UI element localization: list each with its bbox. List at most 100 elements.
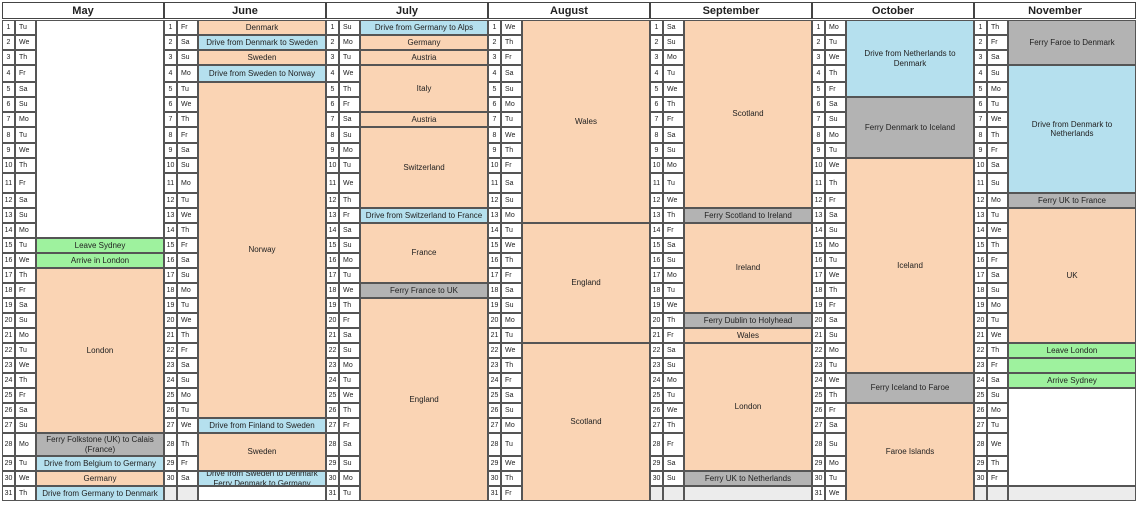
weekday: Mo: [987, 403, 1008, 418]
day-number: 12: [2, 193, 15, 208]
day-number: 2: [326, 35, 339, 50]
itinerary-label: Ferry UK to France: [1037, 195, 1106, 205]
day-number: 22: [488, 343, 501, 358]
day-number: 16: [812, 253, 825, 268]
day-number: 1: [650, 20, 663, 35]
weekday: We: [825, 268, 846, 283]
itinerary-entry: England: [360, 298, 488, 501]
weekday: Sa: [663, 343, 684, 358]
day-number: 1: [2, 20, 15, 35]
day-number: 26: [326, 403, 339, 418]
day-number: 25: [164, 388, 177, 403]
weekday: Tu: [825, 253, 846, 268]
weekday: We: [663, 403, 684, 418]
day-number: 17: [326, 268, 339, 283]
weekday: Th: [825, 173, 846, 193]
weekday: Su: [339, 456, 360, 471]
weekday: Su: [177, 268, 198, 283]
itinerary-entry: Drive from Germany to Alps: [360, 20, 488, 35]
weekday: Tu: [663, 283, 684, 298]
itinerary-entry: Faroe Islands: [846, 403, 974, 501]
weekday: Fr: [663, 223, 684, 238]
day-number: 11: [326, 173, 339, 193]
weekday: Th: [177, 112, 198, 127]
month-header: July: [326, 2, 488, 19]
day-number: 22: [164, 343, 177, 358]
day-number: 14: [974, 223, 987, 238]
day-number: 15: [326, 238, 339, 253]
itinerary-entry: Drive from Finland to Sweden: [198, 418, 326, 433]
day-number: 27: [974, 418, 987, 433]
weekday: [663, 486, 684, 501]
day-number: 6: [164, 97, 177, 112]
day-number: 5: [812, 82, 825, 97]
day-number: 26: [812, 403, 825, 418]
weekday: Fr: [177, 456, 198, 471]
weekday: Tu: [987, 418, 1008, 433]
month-header: August: [488, 2, 650, 19]
day-number: 25: [326, 388, 339, 403]
itinerary-entry: Denmark: [198, 20, 326, 35]
day-number: 4: [488, 65, 501, 82]
day-number: 19: [326, 298, 339, 313]
day-number: 25: [2, 388, 15, 403]
weekday: Th: [987, 343, 1008, 358]
day-number: 12: [164, 193, 177, 208]
weekday: We: [501, 238, 522, 253]
weekday: Su: [177, 373, 198, 388]
day-number: 7: [650, 112, 663, 127]
weekday: Tu: [825, 35, 846, 50]
day-number: [164, 486, 177, 501]
day-number: 14: [2, 223, 15, 238]
itinerary-entry: Sweden: [198, 50, 326, 65]
weekday: We: [501, 127, 522, 143]
day-number: 9: [974, 143, 987, 158]
weekday: Sa: [825, 97, 846, 112]
weekday: Su: [339, 127, 360, 143]
itinerary-entry: London: [36, 268, 164, 433]
weekday: Su: [339, 238, 360, 253]
day-number: 11: [2, 173, 15, 193]
weekday: Th: [339, 403, 360, 418]
weekday: Sa: [339, 223, 360, 238]
itinerary-entry: Drive from Netherlands to Denmark: [846, 20, 974, 97]
weekday: Th: [501, 35, 522, 50]
day-number: 28: [2, 433, 15, 456]
itinerary-entry: [1008, 486, 1136, 501]
weekday: Tu: [825, 358, 846, 373]
itinerary-label: Sweden: [247, 447, 277, 457]
day-number: 9: [812, 143, 825, 158]
weekday: We: [663, 82, 684, 97]
day-number: 21: [812, 328, 825, 343]
day-number: 15: [2, 238, 15, 253]
itinerary-entry: Ferry Scotland to Ireland: [684, 208, 812, 223]
weekday: Fr: [177, 20, 198, 35]
day-number: 14: [326, 223, 339, 238]
weekday: Tu: [177, 298, 198, 313]
itinerary-label: Germany: [407, 37, 441, 47]
day-number: 8: [488, 127, 501, 143]
day-number: 10: [2, 158, 15, 173]
itinerary-entry: [684, 486, 812, 501]
weekday: Mo: [825, 127, 846, 143]
day-number: 31: [812, 486, 825, 501]
day-number: 8: [812, 127, 825, 143]
day-number: 11: [650, 173, 663, 193]
day-number: 3: [650, 50, 663, 65]
weekday: Su: [501, 193, 522, 208]
day-number: 21: [326, 328, 339, 343]
day-number: 19: [812, 298, 825, 313]
day-number: 21: [2, 328, 15, 343]
itinerary-entry: Drive from Sweden to Denmark Ferry Denma…: [198, 471, 326, 486]
itinerary-entry: Ireland: [684, 223, 812, 313]
day-number: 13: [812, 208, 825, 223]
weekday: Th: [339, 298, 360, 313]
day-number: 16: [488, 253, 501, 268]
day-number: 25: [974, 388, 987, 403]
weekday: We: [663, 298, 684, 313]
itinerary-label: Ferry UK to Netherlands: [704, 473, 792, 483]
day-number: 5: [488, 82, 501, 97]
weekday: Th: [501, 471, 522, 486]
itinerary-label: Drive from Switzerland to France: [365, 210, 483, 220]
day-number: 12: [812, 193, 825, 208]
